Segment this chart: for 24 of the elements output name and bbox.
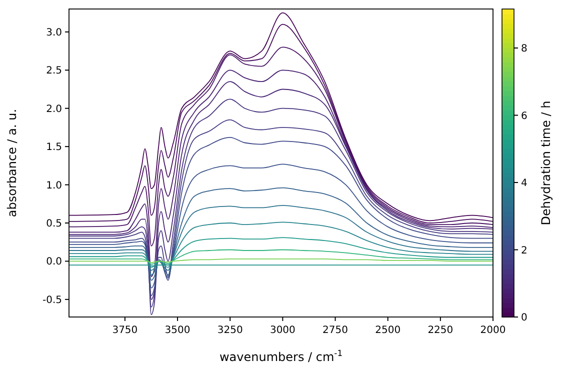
color-bar-title: Dehydration time / h (539, 100, 553, 226)
x-tick-label: 3250 (217, 325, 243, 336)
y-tick-label: 1.0 (46, 180, 62, 192)
x-tick-label: 2000 (480, 325, 506, 336)
x-tick-label: 2250 (428, 325, 454, 336)
y-tick-label: 0.0 (46, 256, 62, 268)
x-axis-title: wavenumbers / cm$^{-1}$ (219, 348, 343, 364)
x-tick-label: 3000 (270, 325, 296, 336)
x-tick-label: 2500 (375, 325, 401, 336)
color-bar-label: 6 (521, 110, 528, 122)
color-bar-label: 2 (521, 245, 528, 256)
y-tick-label: 1.5 (46, 142, 62, 154)
color-bar-label: 4 (521, 178, 528, 189)
x-tick-label: 3500 (164, 325, 190, 336)
y-tick-label: 2.5 (46, 66, 62, 77)
color-bar-label: 0 (521, 312, 528, 324)
y-tick-label: 0.5 (46, 218, 62, 230)
color-bar-label: 8 (521, 44, 528, 55)
x-tick-label: 3750 (112, 325, 138, 336)
y-axis-title: absorbance / a. u. (5, 108, 19, 218)
y-tick-label: 2.0 (46, 104, 62, 115)
y-tick-label: 3.0 (46, 27, 62, 38)
x-tick-label: 2750 (322, 325, 348, 336)
y-tick-label: -0.5 (42, 294, 62, 306)
